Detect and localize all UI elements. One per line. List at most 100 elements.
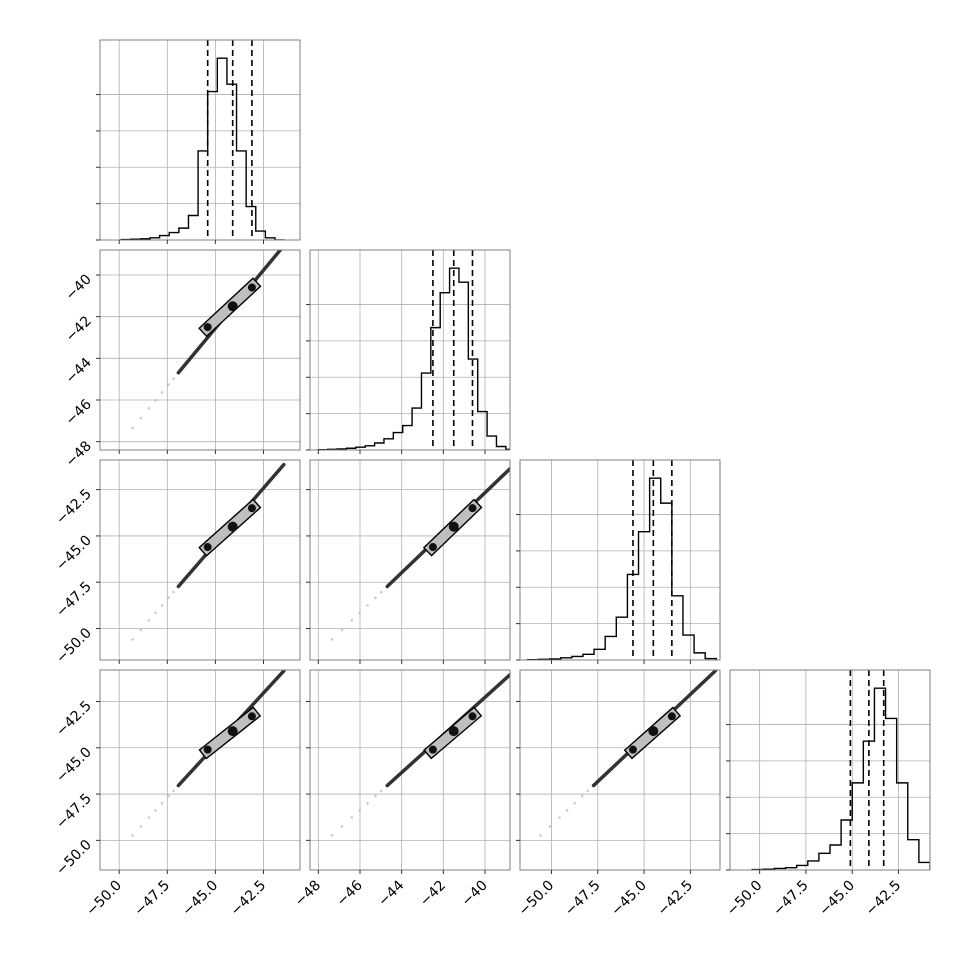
- axes-frame: [99, 669, 301, 871]
- y-ticks: [96, 94, 100, 241]
- median-point: [203, 745, 212, 754]
- axes-frame: [519, 669, 721, 871]
- scatter-panel-3-2: −50.0 −47.5 −45.0 −42.5: [516, 669, 721, 920]
- hist-panel-0: [96, 39, 301, 244]
- median-point: [448, 521, 459, 532]
- x-ticks: [118, 660, 264, 664]
- scatter-point: [147, 619, 151, 622]
- x-tick-label: −46: [334, 877, 366, 909]
- x-ticks: [118, 240, 264, 244]
- axes-frame: [99, 39, 301, 241]
- scatter-point: [154, 809, 157, 812]
- median-point: [628, 745, 637, 754]
- y-tick-label: −45.0: [53, 744, 95, 786]
- x-ticks: −50.0 −47.5 −45.0 −42.5: [724, 870, 905, 920]
- scatter-point: [374, 596, 377, 600]
- x-tick-label: −45.0: [180, 878, 222, 920]
- scatter-point: [330, 834, 334, 837]
- scatter-point: [167, 596, 170, 600]
- scatter-point: [147, 816, 151, 819]
- x-tick-label: −44: [375, 877, 407, 909]
- scatter-point: [167, 794, 170, 798]
- scatter-point: [131, 426, 134, 430]
- x-tick-label: −40: [459, 878, 491, 910]
- y-tick-label: −45.0: [53, 532, 95, 574]
- scatter-point: [154, 399, 157, 402]
- median-point: [203, 323, 212, 332]
- scatter-point: [350, 816, 354, 819]
- y-ticks: −50.0−47.5 −45.0−42.5: [53, 486, 100, 667]
- y-tick-label: −50.0: [53, 625, 95, 667]
- x-ticks: −48 −46 −44 −42 −40: [292, 870, 491, 910]
- hist-panel-2: [516, 459, 721, 664]
- median-point: [227, 726, 238, 737]
- hist-panel-3: −50.0 −47.5 −45.0 −42.5: [724, 669, 931, 920]
- axes-frame: [309, 459, 511, 661]
- scatter-point: [565, 809, 569, 812]
- median-point: [648, 726, 659, 737]
- x-tick-label: −47.5: [562, 878, 604, 920]
- scatter-point: [167, 383, 170, 386]
- hist-panel-1: [306, 249, 511, 454]
- scatter-point: [340, 628, 344, 632]
- x-ticks: [317, 660, 486, 664]
- scatter-point: [172, 377, 175, 380]
- x-tick-label: −42.5: [863, 878, 905, 920]
- y-tick-label: −40: [63, 272, 95, 304]
- x-tick-label: −47.5: [770, 878, 812, 920]
- median-point: [227, 521, 238, 532]
- histogram-step: [120, 57, 285, 240]
- median-point: [203, 543, 212, 552]
- scatter-point: [147, 406, 151, 410]
- scatter-panel-1-0: −48 −46 −44 −42 −40: [63, 249, 301, 470]
- median-point: [247, 504, 256, 513]
- x-tick-label: −50.0: [83, 878, 125, 920]
- scatter-point: [374, 794, 377, 798]
- scatter-panel-2-1: [306, 459, 511, 664]
- median-point: [468, 712, 477, 721]
- median-point: [448, 726, 459, 737]
- scatter-point: [350, 619, 354, 622]
- y-ticks: −50.0−47.5 −45.0−42.5: [53, 698, 100, 879]
- scatter-point: [160, 604, 164, 607]
- y-tick-label: −48: [63, 438, 95, 470]
- axes-frame: [99, 249, 301, 451]
- scatter-point: [573, 802, 576, 805]
- x-ticks: −50.0 −47.5 −45.0 −42.5: [83, 870, 269, 919]
- median-point: [247, 283, 256, 292]
- histogram-step: [751, 687, 930, 870]
- scatter-point: [586, 789, 590, 793]
- x-tick-label: −42.5: [228, 878, 270, 920]
- axes-frame: [309, 669, 511, 871]
- x-ticks: −50.0 −47.5 −45.0 −42.5: [516, 870, 697, 920]
- y-ticks: [306, 304, 310, 451]
- median-point: [468, 504, 477, 513]
- x-tick-label: −47.5: [131, 878, 173, 920]
- axes-frame: [729, 669, 931, 871]
- scatter-point: [139, 825, 143, 828]
- x-tick-label: −42.5: [655, 878, 697, 920]
- y-tick-label: −42: [63, 313, 95, 345]
- y-ticks: −48 −46 −44 −42 −40: [63, 272, 100, 470]
- histogram-step: [317, 267, 510, 450]
- x-tick-label: −45.0: [608, 878, 650, 920]
- y-tick-label: −47.5: [53, 791, 95, 833]
- y-tick-label: −42.5: [53, 486, 95, 528]
- x-ticks: [550, 660, 691, 664]
- scatter-point: [539, 834, 542, 837]
- scatter-point: [131, 638, 134, 641]
- scatter-point: [154, 611, 157, 615]
- scatter-panel-3-1: −48 −46 −44 −42 −40: [292, 669, 511, 910]
- y-ticks: [516, 700, 520, 841]
- scatter-point: [131, 834, 134, 837]
- x-tick-label: −50.0: [516, 878, 558, 920]
- axes-frame: [99, 459, 301, 661]
- scatter-point: [139, 628, 143, 632]
- x-tick-label: −42: [417, 878, 449, 910]
- x-tick-label: −50.0: [724, 878, 766, 920]
- y-ticks: [306, 489, 310, 630]
- scatter-point: [366, 802, 369, 805]
- scatter-point: [366, 604, 369, 607]
- scatter-point: [330, 638, 334, 641]
- scatter-panel-2-0: −50.0−47.5 −45.0−42.5: [53, 459, 301, 667]
